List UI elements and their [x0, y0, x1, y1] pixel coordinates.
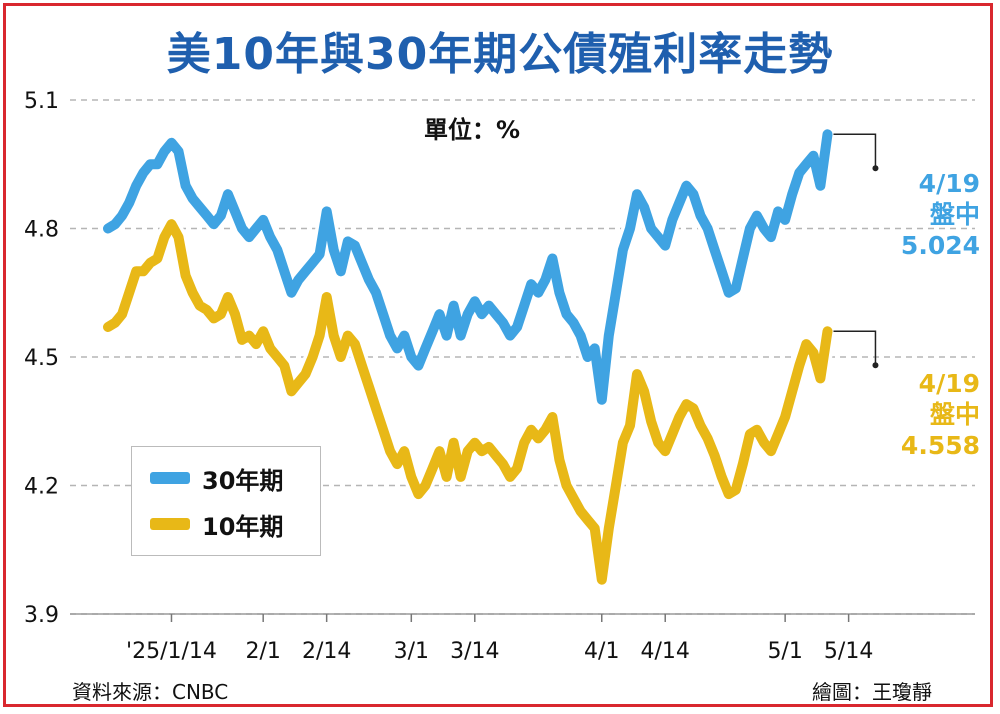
end-label-10y: 4/19 盤中 4.558 — [880, 368, 980, 461]
x-axis: '25/1/14 2/1 2/14 3/1 3/14 4/1 4/14 5/1 5/14 — [70, 613, 975, 664]
x-tick-label: 5/14 — [824, 639, 873, 664]
end-dot-1 — [872, 362, 879, 369]
x-tick-label: 4/1 — [584, 639, 619, 664]
legend-label-30y: 30年期 — [202, 466, 284, 495]
x-tick-label: 3/14 — [450, 639, 499, 664]
end-label-10y-value: 4.558 — [900, 431, 980, 460]
x-tick-label: 2/1 — [245, 639, 280, 664]
end-label-10y-note: 盤中 — [929, 400, 980, 429]
y-tick-label: 4.8 — [24, 218, 59, 243]
x-tick-label: 5/1 — [767, 639, 802, 664]
x-tick-label: 2/14 — [302, 639, 351, 664]
end-label-30y-value: 5.024 — [900, 231, 980, 260]
legend-item-10y: 10年期 — [150, 509, 284, 541]
chart-title: 美10年與30年期公債殖利率走勢 — [166, 29, 834, 80]
end-markers — [833, 133, 879, 369]
y-tick-label: 4.2 — [24, 475, 59, 500]
end-leader-0 — [833, 133, 877, 167]
x-tick-label: '25/1/14 — [126, 639, 217, 664]
chart-frame — [3, 3, 993, 707]
end-leader-1 — [833, 330, 877, 364]
credit-note: 繪圖：王瓊靜 — [812, 680, 932, 704]
y-tick-label: 4.5 — [24, 346, 59, 371]
end-dot-0 — [872, 165, 879, 172]
end-label-10y-date: 4/19 — [918, 369, 980, 398]
legend-swatch-30y — [150, 472, 190, 484]
x-tick-label: 4/14 — [641, 639, 690, 664]
legend-swatch-10y — [150, 518, 190, 530]
legend-label-10y: 10年期 — [202, 512, 284, 541]
y-axis: 5.1 4.8 4.5 4.2 3.9 — [24, 89, 59, 628]
legend: 30年期 10年期 — [131, 446, 321, 556]
source-note: 資料來源：CNBC — [72, 680, 229, 704]
y-tick-label: 3.9 — [24, 603, 59, 628]
series-line-1 — [103, 219, 833, 585]
end-label-30y: 4/19 盤中 5.024 — [880, 168, 980, 261]
series-lines — [99, 125, 836, 589]
unit-label: 單位：% — [424, 116, 521, 144]
end-label-30y-date: 4/19 — [918, 169, 980, 198]
x-tick-label: 3/1 — [394, 639, 429, 664]
y-tick-label: 5.1 — [24, 89, 59, 114]
end-label-30y-note: 盤中 — [929, 200, 980, 229]
legend-item-30y: 30年期 — [150, 463, 284, 495]
series-line-0 — [103, 129, 833, 405]
